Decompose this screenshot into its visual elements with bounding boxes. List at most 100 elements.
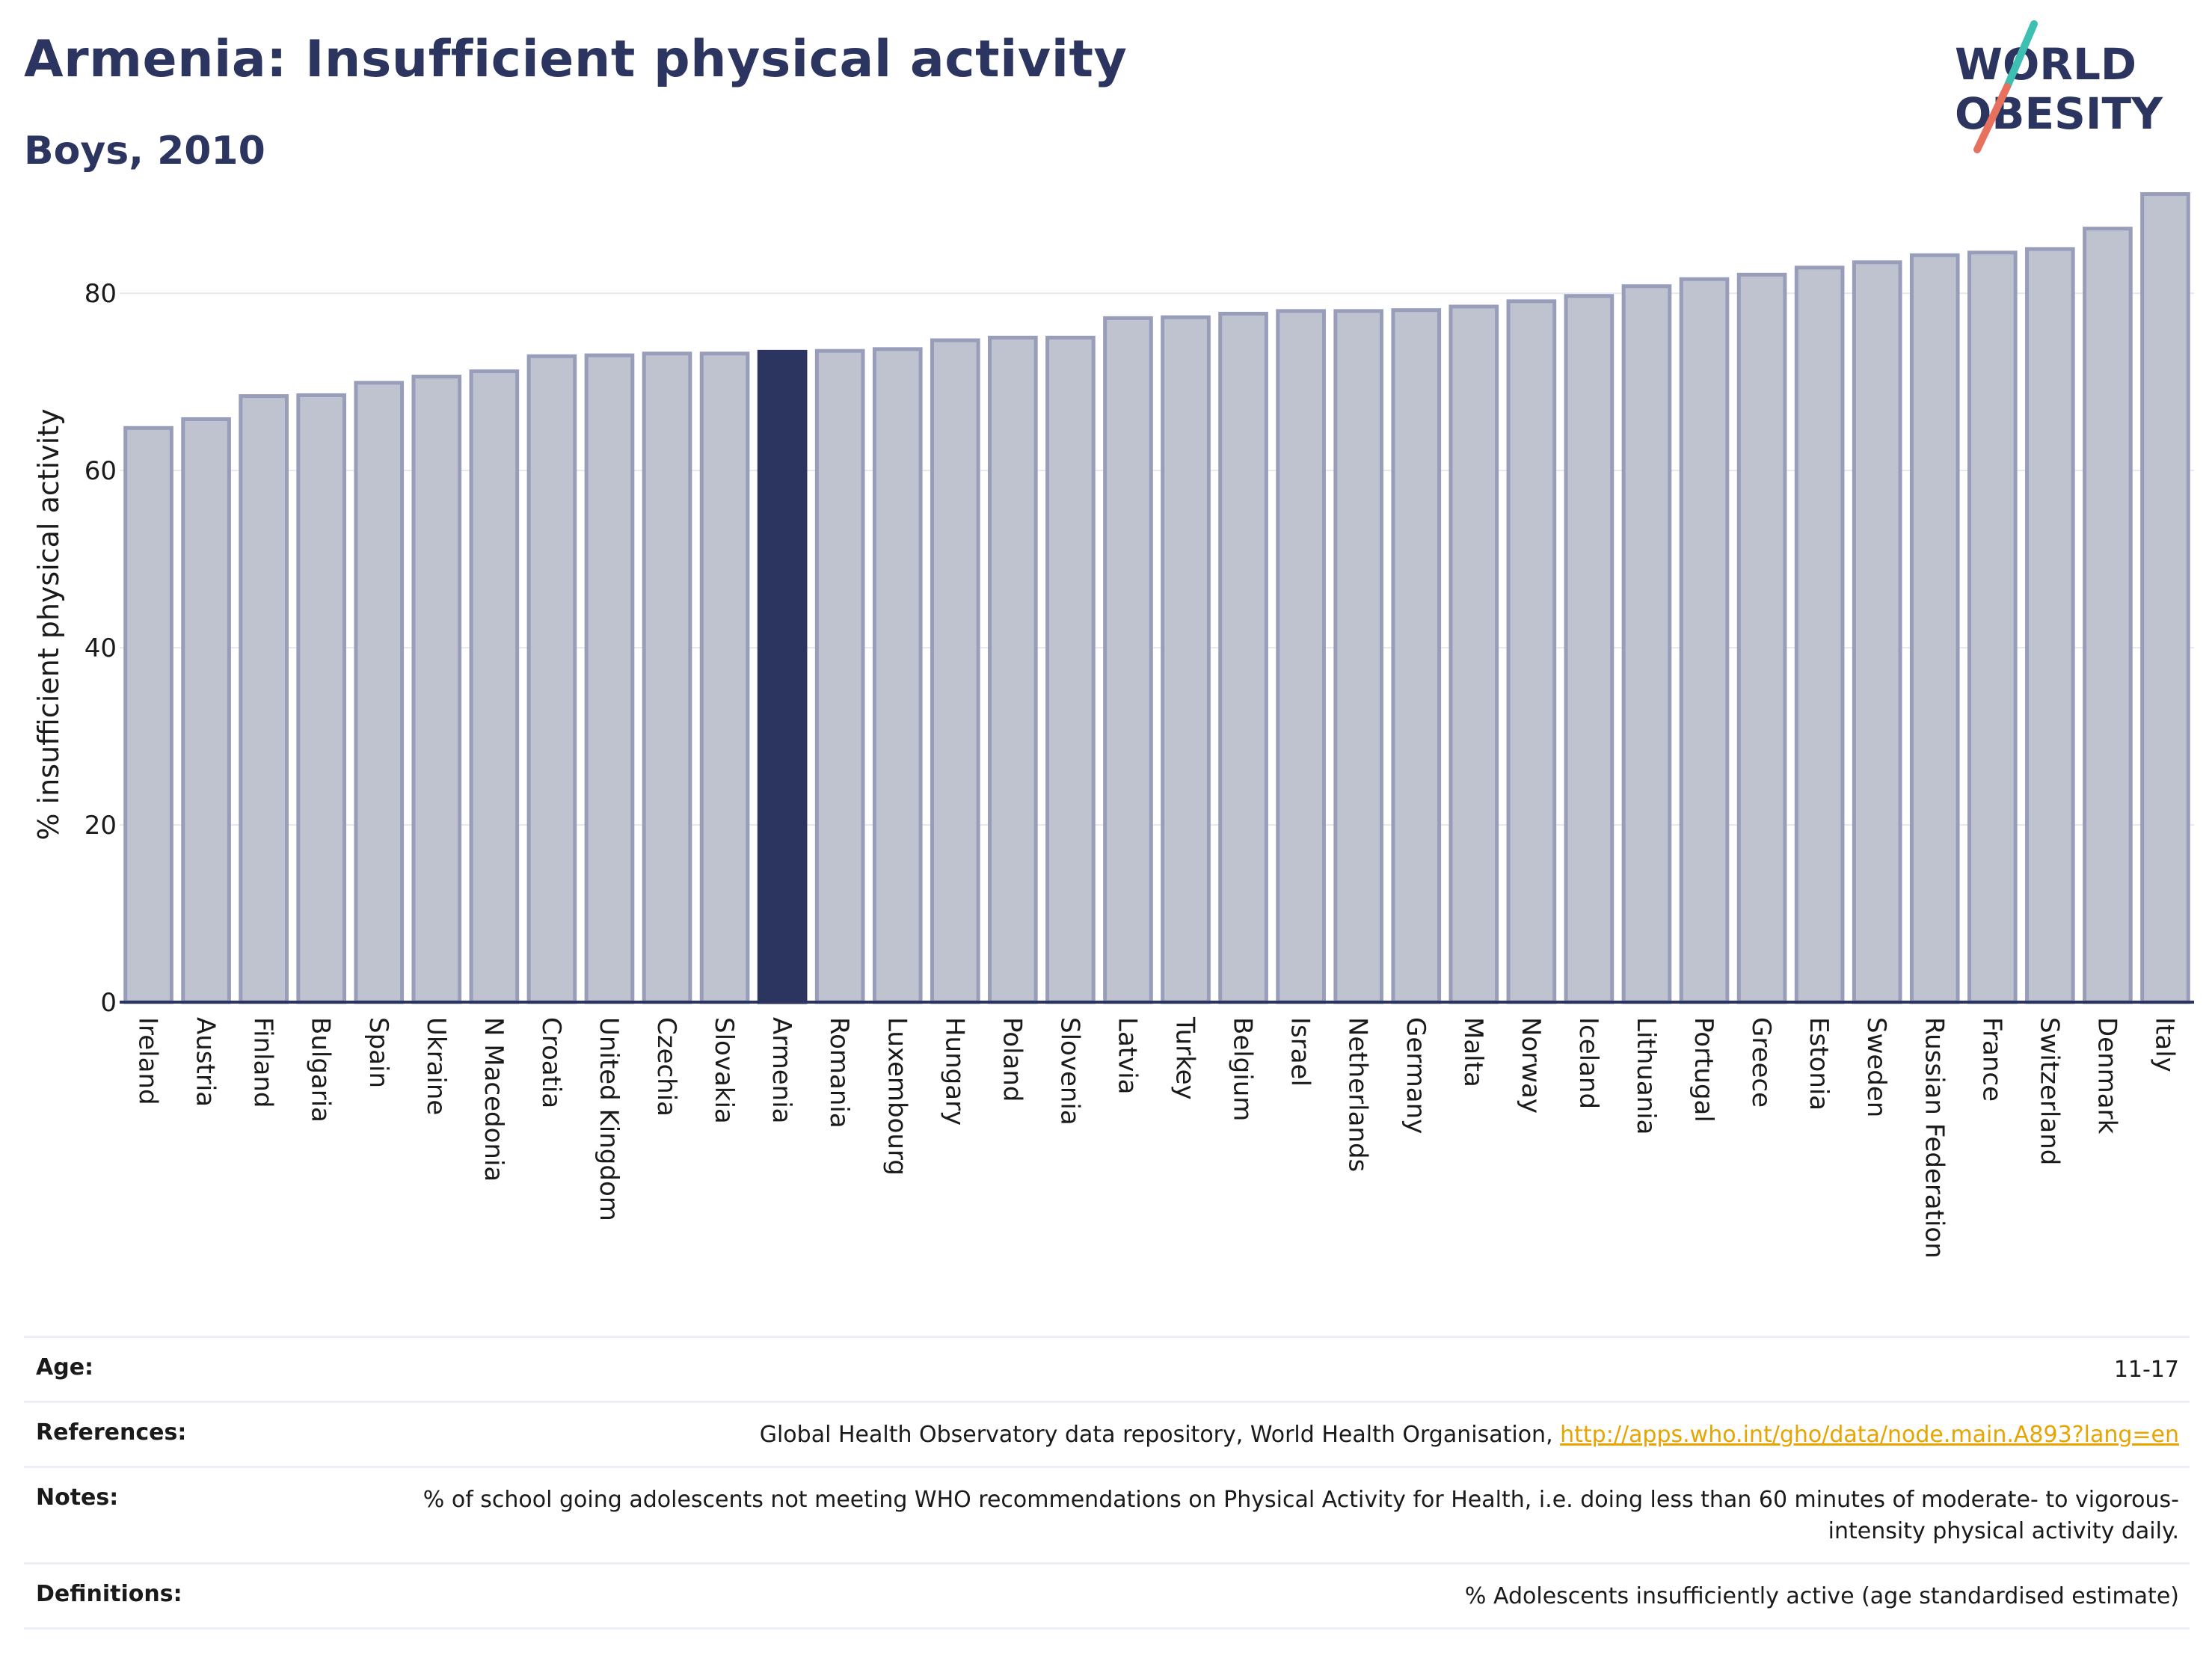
references-label: References: — [36, 1419, 187, 1446]
x-category-label: Luxembourg — [882, 1017, 912, 1176]
bar-hungary — [930, 338, 980, 1004]
bar-slovakia — [699, 351, 750, 1004]
logo-line-world: WORLD — [1955, 39, 2136, 90]
x-category-label: Austria — [191, 1017, 221, 1107]
x-category-label: Turkey — [1170, 1016, 1200, 1100]
x-category-label: Ireland — [133, 1017, 163, 1105]
x-category-label: Sweden — [1861, 1017, 1891, 1117]
y-tick-label: 80 — [85, 279, 117, 309]
x-category-label: Romania — [824, 1017, 854, 1129]
bar-latvia — [1103, 316, 1153, 1004]
bar-turkey — [1161, 315, 1211, 1004]
x-category-label: Israel — [1285, 1017, 1315, 1087]
age-value: 11-17 — [2113, 1357, 2179, 1383]
bar-germany — [1391, 308, 1442, 1004]
bar-bulgaria — [296, 393, 347, 1004]
x-category-label: Hungary — [939, 1017, 969, 1126]
meta-row-definitions: Definitions: % Adolescents insufficientl… — [24, 1562, 2190, 1630]
gridlines — [120, 292, 2194, 826]
bar-france — [1967, 251, 2018, 1004]
bar-ireland — [123, 426, 173, 1004]
bar-croatia — [526, 354, 577, 1004]
x-category-label: Bulgaria — [306, 1017, 336, 1123]
bar-estonia — [1794, 265, 1845, 1004]
bar-portugal — [1679, 277, 1730, 1004]
bar-n-macedonia — [469, 369, 520, 1004]
bar-poland — [988, 335, 1038, 1004]
x-category-label: Iceland — [1573, 1017, 1603, 1109]
bar-lithuania — [1621, 284, 1672, 1004]
bar-chart: 0 20 40 60 80 Ireland Austria Finland Bulgaria S… — [32, 191, 2194, 1259]
x-category-label: Slovenia — [1054, 1017, 1084, 1126]
x-category-label: Portugal — [1689, 1017, 1718, 1123]
bar-romania — [814, 348, 865, 1004]
bar-israel — [1276, 309, 1326, 1004]
references-value: Global Health Observatory data repositor… — [760, 1419, 2179, 1451]
x-category-label: N Macedonia — [479, 1017, 509, 1182]
x-category-label: Poland — [997, 1017, 1027, 1102]
bar-malta — [1448, 304, 1499, 1004]
meta-row-notes: Notes: % of school going adolescents not… — [24, 1466, 2190, 1562]
bar-czechia — [642, 351, 692, 1004]
page-title: Armenia: Insufficient physical activity — [24, 30, 1128, 89]
bars — [123, 191, 2190, 1004]
bar-slovenia — [1045, 335, 1096, 1004]
bar-finland — [239, 394, 289, 1004]
x-category-label: Germany — [1401, 1017, 1431, 1134]
notes-value: % of school going adolescents not meetin… — [423, 1487, 2179, 1544]
bar-sweden — [1852, 260, 1902, 1004]
bar-united-kingdom — [584, 353, 635, 1004]
x-category-label: Italy — [2149, 1017, 2179, 1072]
bar-ukraine — [411, 375, 462, 1004]
bar-switzerland — [2025, 247, 2075, 1004]
x-category-label: Russian Federation — [1919, 1017, 1949, 1259]
y-tick-label: 60 — [85, 456, 117, 486]
bar-italy — [2140, 191, 2190, 1004]
world-obesity-logo: WORLD OBESITY — [1955, 20, 2163, 153]
x-category-label: Estonia — [1804, 1017, 1834, 1111]
bar-denmark — [2083, 227, 2133, 1004]
definitions-value: % Adolescents insufficiently active (age… — [1464, 1583, 2179, 1609]
x-category-label: Netherlands — [1343, 1017, 1373, 1172]
x-category-label: Belgium — [1228, 1017, 1258, 1121]
bar-netherlands — [1333, 309, 1384, 1004]
x-category-label: Ukraine — [421, 1017, 451, 1115]
x-category-label: Finland — [248, 1017, 278, 1108]
x-category-label: Croatia — [536, 1017, 566, 1108]
bar-austria — [181, 417, 231, 1004]
references-link[interactable]: http://apps.who.int/gho/data/node.main.A… — [1560, 1422, 2179, 1448]
x-category-label: Denmark — [2092, 1017, 2122, 1134]
bar-norway — [1506, 299, 1557, 1004]
bar-russian-federation — [1909, 253, 1960, 1004]
x-category-label: Spain — [363, 1017, 393, 1088]
metadata-table: Age: 11-17 References: Global Health Obs… — [24, 1336, 2190, 1630]
y-tick-labels: 0 20 40 60 80 — [85, 279, 117, 1018]
x-category-label: Greece — [1746, 1017, 1776, 1108]
bar-luxembourg — [872, 347, 923, 1004]
x-category-label: Czechia — [651, 1017, 681, 1117]
definitions-label: Definitions: — [36, 1581, 182, 1607]
logo-slash-coral — [1973, 83, 2011, 153]
x-category-labels: Ireland Austria Finland Bulgaria Spain Ukrain… — [133, 1016, 2180, 1259]
age-label: Age: — [36, 1354, 94, 1381]
meta-row-references: References: Global Health Observatory da… — [24, 1401, 2190, 1466]
x-category-label: Norway — [1516, 1017, 1546, 1114]
bar-belgium — [1218, 311, 1268, 1004]
y-tick-label: 40 — [85, 633, 117, 663]
page-subtitle: Boys, 2010 — [24, 129, 265, 174]
bar-iceland — [1564, 294, 1615, 1004]
x-category-label: United Kingdom — [594, 1017, 624, 1221]
x-category-label: Switzerland — [2034, 1017, 2064, 1165]
y-axis-title: % insufficient physical activity — [32, 408, 65, 840]
x-category-label: Armenia — [766, 1017, 796, 1124]
bar-highlight-armenia — [757, 349, 808, 1004]
references-text: Global Health Observatory data repositor… — [759, 1422, 1561, 1448]
x-category-label: Slovakia — [709, 1017, 739, 1124]
x-category-label: Latvia — [1112, 1017, 1142, 1095]
y-tick-label: 0 — [100, 988, 117, 1018]
meta-row-age: Age: 11-17 — [24, 1336, 2190, 1401]
bar-greece — [1736, 272, 1787, 1004]
x-category-label: France — [1976, 1017, 2006, 1102]
y-tick-label: 20 — [85, 811, 117, 841]
x-category-label: Malta — [1458, 1017, 1488, 1087]
